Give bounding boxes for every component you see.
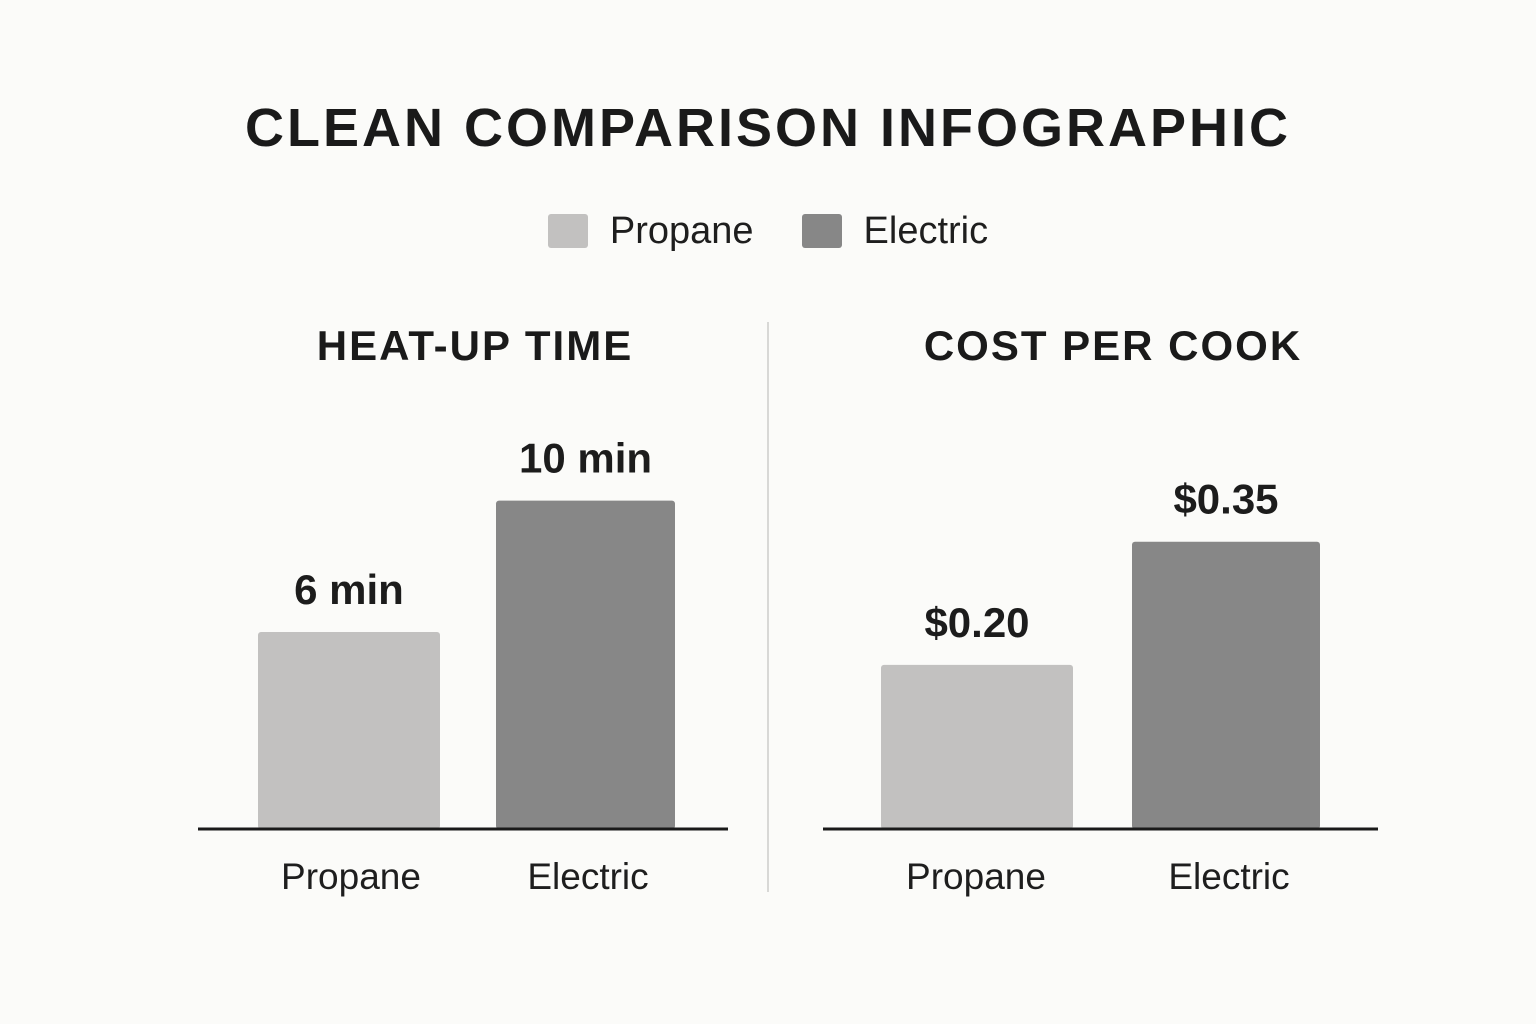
category-label-cost-electric: Electric [1168, 856, 1289, 897]
value-label-cost-propane: $0.20 [924, 599, 1029, 646]
chart-title-heat-up: HEAT-UP TIME [317, 322, 633, 369]
chart-heat-up: HEAT-UP TIME 6 min Propane 10 min Electric [198, 322, 728, 897]
category-label-cost-propane: Propane [906, 856, 1046, 897]
legend-swatch-propane [547, 214, 588, 248]
value-label-heat-up-propane: 6 min [294, 566, 404, 613]
bar-cost-propane [881, 664, 1073, 829]
legend-label-electric: Electric [863, 209, 989, 252]
value-label-cost-electric: $0.35 [1173, 476, 1278, 523]
bar-heat-up-propane [258, 632, 440, 829]
bar-heat-up-electric [496, 500, 675, 829]
legend-label-propane: Propane [609, 209, 754, 252]
chart-title-cost: COST PER COOK [924, 322, 1302, 369]
legend-swatch-electric [801, 214, 842, 248]
value-label-heat-up-electric: 10 min [519, 435, 652, 482]
page-title: CLEAN COMPARISON INFOGRAPHIC [244, 98, 1291, 158]
legend-item-electric: Electric [801, 209, 989, 253]
chart-cost: COST PER COOK $0.20 Propane $0.35 Electric [823, 322, 1378, 897]
category-label-heat-up-electric: Electric [527, 856, 648, 897]
panel-divider [767, 322, 769, 892]
category-label-heat-up-propane: Propane [281, 856, 421, 897]
bar-cost-electric [1132, 541, 1320, 829]
legend-item-propane: Propane [547, 209, 754, 253]
legend: Propane Electric [0, 206, 1536, 256]
